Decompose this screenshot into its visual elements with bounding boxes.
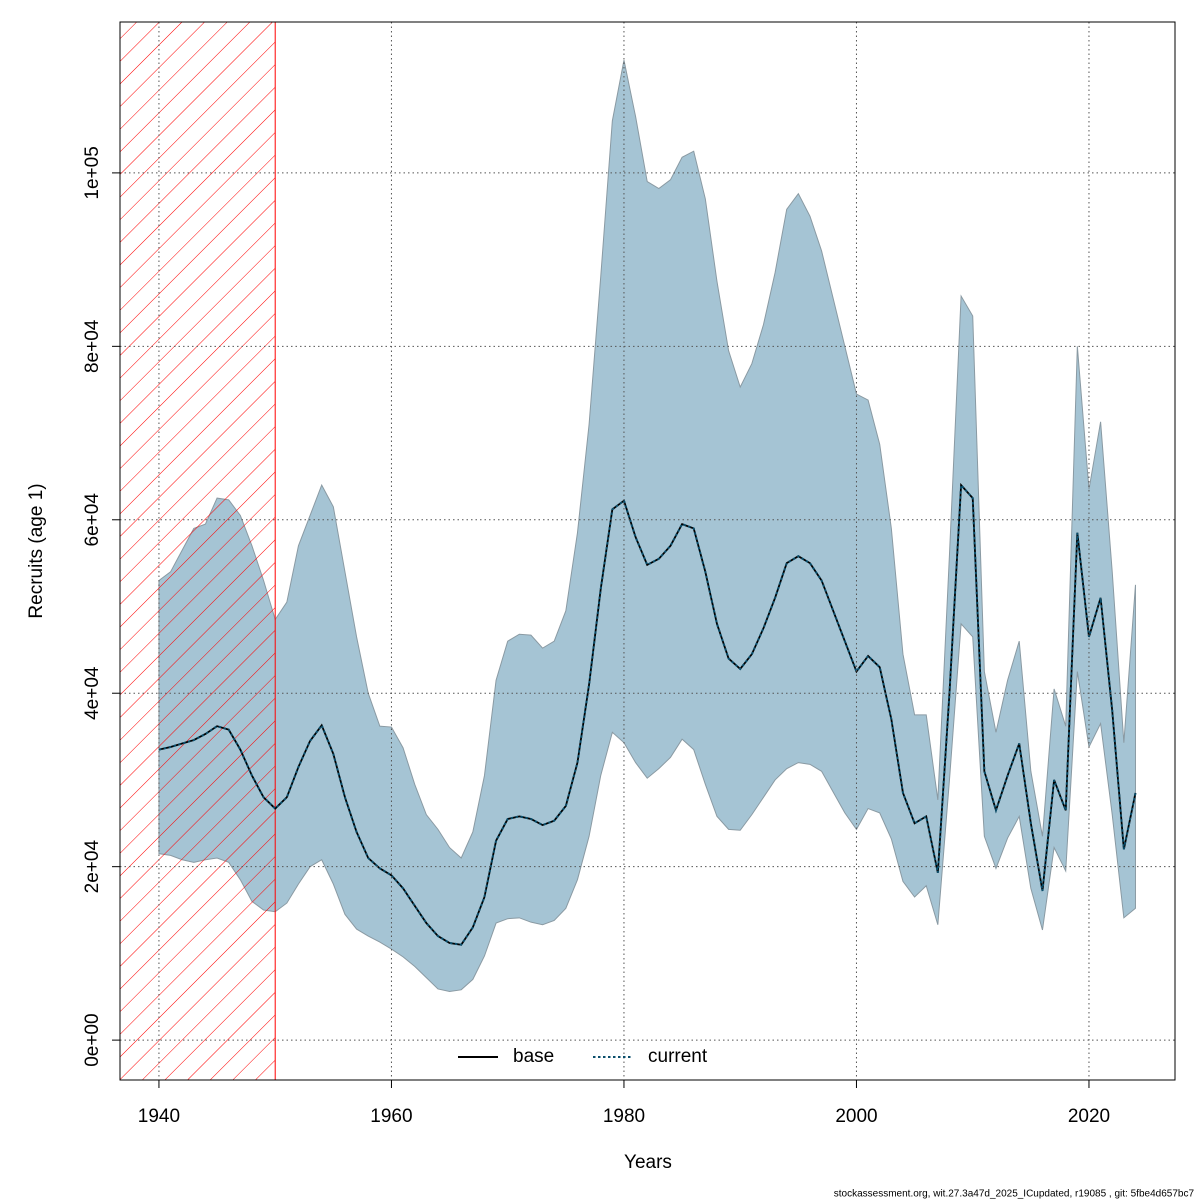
y-tick-label: 2e+04: [82, 840, 103, 894]
y-tick-label: 0e+00: [82, 1013, 103, 1066]
footer: stockassessment.org, wit.27.3a47d_2025_I…: [834, 1189, 1195, 1200]
plot-frame: [119, 21, 1176, 1081]
y-tick-label: 4e+04: [82, 666, 103, 720]
x-tick-label: 1960: [370, 1106, 412, 1127]
y-tick-label: 8e+04: [82, 319, 103, 373]
x-tick-label: 2000: [835, 1106, 877, 1127]
y-tick-label: 1e+05: [82, 146, 103, 199]
x-axis-label: Years: [624, 1152, 672, 1173]
y-tick-label: 6e+04: [82, 493, 103, 547]
x-tick-label: 1980: [603, 1106, 645, 1127]
legend-label: base: [513, 1046, 554, 1067]
x-tick-label: 1940: [138, 1106, 180, 1127]
plot-area: [120, 22, 1137, 1080]
confidence-band: [158, 60, 1136, 993]
hatched-region: [120, 22, 276, 1080]
y-axis-label: Recruits (age 1): [26, 483, 47, 618]
x-tick-label: 2020: [1068, 1106, 1110, 1127]
legend-label: current: [648, 1046, 708, 1067]
series-line: [158, 482, 1137, 946]
